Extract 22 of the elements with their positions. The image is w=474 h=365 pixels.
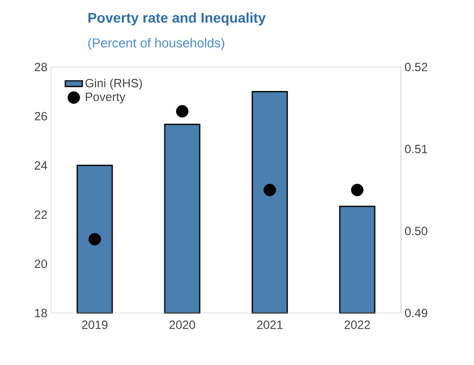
y2-tick-label: 0.49 bbox=[404, 308, 428, 318]
chart-subtitle: (Percent of households) bbox=[88, 38, 224, 50]
y-tick-label: 24 bbox=[34, 161, 48, 170]
y2-tick-label: 0.51 bbox=[404, 144, 428, 154]
x-tick-label: 2022 bbox=[344, 320, 370, 329]
chart-title: Poverty rate and Inequality bbox=[88, 12, 266, 26]
y-tick-label: 20 bbox=[34, 260, 48, 268]
y-tick-label: 26 bbox=[34, 112, 47, 120]
point bbox=[351, 184, 364, 196]
x-tick-label: 2020 bbox=[170, 320, 196, 329]
y-tick-label: 28 bbox=[34, 62, 47, 72]
x-tick-label: 2021 bbox=[257, 320, 282, 329]
point bbox=[88, 233, 101, 246]
legend-label: Gini (RHS) bbox=[85, 78, 142, 90]
y-tick-label: 18 bbox=[35, 308, 47, 318]
legend-label: Poverty bbox=[86, 92, 126, 104]
x-tick-label: 2019 bbox=[82, 320, 108, 329]
point bbox=[264, 184, 276, 196]
y-tick-label: 22 bbox=[34, 210, 47, 219]
point bbox=[176, 105, 188, 118]
y2-tick-label: 0.50 bbox=[404, 226, 428, 236]
y2-tick-label: 0.52 bbox=[404, 62, 428, 72]
